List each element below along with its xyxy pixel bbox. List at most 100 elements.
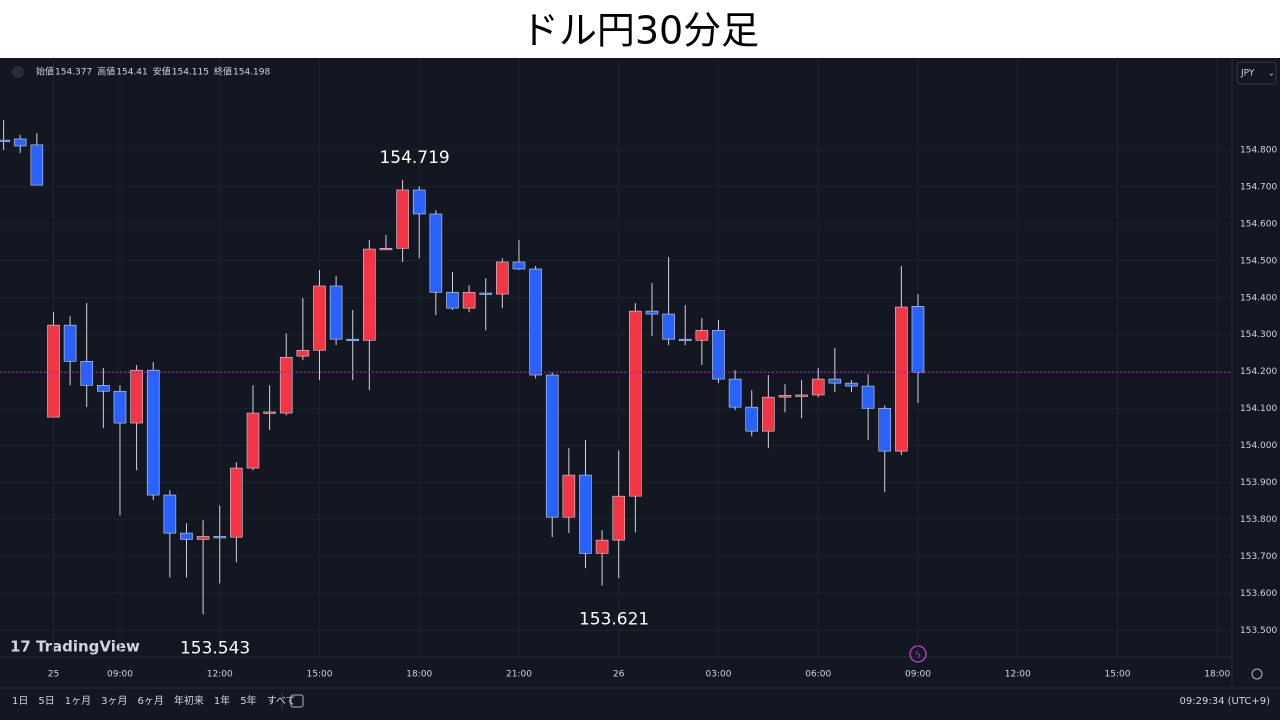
x-tick-label: 09:00 (107, 670, 133, 680)
y-tick-label: 154.200 (1240, 367, 1277, 377)
candle-body (479, 292, 493, 295)
candle-body (80, 361, 94, 386)
price-annotation: 154.719 (379, 148, 449, 168)
x-tick-label: 18:00 (1204, 670, 1230, 680)
x-tick-label: 18:00 (406, 670, 432, 680)
range-button[interactable]: 1年 (214, 694, 230, 707)
candle-body (0, 139, 10, 142)
candle-body (645, 310, 659, 315)
candle-body (246, 412, 260, 469)
clock: 09:29:34 (UTC+9) (1180, 696, 1271, 707)
candle-body (13, 138, 27, 147)
x-tick-label: 12:00 (1005, 670, 1031, 680)
y-tick-label: 154.600 (1240, 219, 1277, 229)
legend-value: 154.115 (172, 68, 209, 78)
candle-body (329, 285, 343, 340)
legend-value: 154.198 (233, 68, 270, 78)
legend-value: 154.377 (55, 68, 92, 78)
candle-body (795, 394, 808, 397)
currency-label[interactable]: JPY (1240, 69, 1255, 79)
candle-body (446, 291, 459, 309)
candle-body (828, 378, 842, 384)
range-button[interactable]: 3ヶ月 (101, 695, 127, 707)
x-tick-label: 15:00 (1105, 670, 1131, 680)
currency-button[interactable] (1236, 61, 1277, 85)
logo-mark: 17 (10, 638, 31, 656)
candle-body (30, 144, 44, 186)
candle-body (163, 494, 177, 534)
candle-body (496, 261, 509, 295)
candle-body (113, 390, 127, 424)
y-tick-label: 154.500 (1240, 256, 1277, 266)
candle-body (97, 385, 110, 392)
legend-label: 終値 (214, 66, 232, 78)
candle-body (545, 374, 559, 518)
y-tick-label: 153.500 (1240, 626, 1277, 636)
candle-body (612, 495, 626, 541)
candle-body (695, 330, 709, 341)
candle-body (230, 467, 243, 538)
candle-body (180, 532, 193, 540)
candle-body (678, 338, 692, 341)
y-tick-label: 153.600 (1240, 589, 1277, 599)
y-tick-label: 153.700 (1240, 552, 1277, 562)
candle-body (363, 248, 376, 341)
y-tick-label: 154.800 (1240, 146, 1277, 156)
range-button[interactable]: すべて (267, 695, 296, 707)
title-bar (0, 0, 1280, 58)
candle-body (811, 378, 825, 396)
range-button[interactable]: 1ヶ月 (65, 695, 91, 707)
candle-body (196, 536, 210, 540)
candle-body (263, 411, 276, 414)
candle-body (512, 261, 526, 270)
range-button[interactable]: 6ヶ月 (138, 695, 164, 707)
legend-label: 安値 (153, 66, 171, 78)
candle-body (279, 356, 293, 414)
y-tick-label: 154.400 (1240, 293, 1277, 303)
logo-text: TradingView (36, 638, 140, 656)
dropdown-caret: ⌄ (1268, 69, 1275, 78)
candle-body (845, 382, 858, 387)
candle-body (629, 310, 642, 497)
candle-body (146, 369, 160, 496)
y-tick-label: 153.900 (1240, 478, 1277, 488)
candle-body (762, 396, 775, 432)
candle-body (861, 385, 875, 409)
x-tick-label: 06:00 (805, 670, 831, 680)
candle-body (396, 189, 409, 249)
candle-body (462, 291, 476, 309)
candle-body (529, 268, 542, 376)
range-button[interactable]: 5日 (38, 696, 54, 707)
settings-icon[interactable] (1251, 668, 1263, 680)
symbol-icon[interactable] (12, 66, 24, 78)
candle-body (745, 406, 759, 432)
range-button[interactable]: 1日 (12, 696, 28, 707)
candle-body (911, 306, 925, 373)
range-button[interactable]: 年初来 (174, 694, 204, 707)
candle-body (778, 395, 792, 398)
candle-body (895, 306, 908, 452)
date-range-icon[interactable] (290, 694, 304, 708)
candle-body (579, 474, 592, 554)
x-tick-label: 12:00 (207, 670, 233, 680)
legend-label: 始値 (36, 66, 54, 78)
y-tick-label: 154.700 (1240, 182, 1277, 192)
y-tick-label: 154.100 (1240, 404, 1277, 414)
candle-body (412, 189, 426, 215)
x-tick-label: 21:00 (506, 670, 532, 680)
candle-body (313, 285, 326, 351)
y-tick-label: 154.300 (1240, 330, 1277, 340)
legend-value: 154.41 (116, 68, 148, 78)
candle-body (296, 349, 310, 357)
candle-body (878, 407, 892, 452)
y-tick-label: 153.800 (1240, 515, 1277, 525)
range-button[interactable]: 5年 (240, 694, 256, 707)
candle-body (429, 213, 443, 293)
x-tick-label: 25 (48, 670, 59, 680)
x-tick-label: 03:00 (706, 670, 732, 680)
y-tick-label: 154.000 (1240, 441, 1277, 451)
candle-body (130, 369, 143, 424)
candle-body (728, 378, 742, 408)
